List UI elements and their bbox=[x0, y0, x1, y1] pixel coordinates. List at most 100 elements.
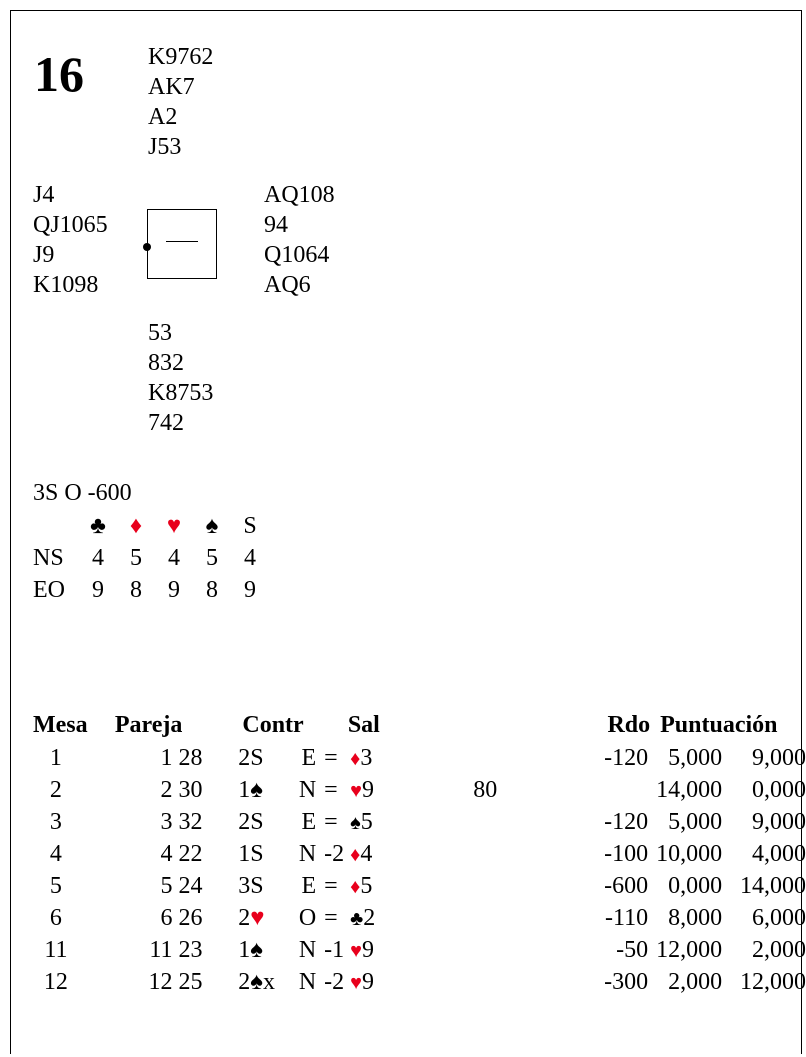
result-cell: -2 bbox=[324, 841, 345, 867]
dd-header-row: ♣ ♦ ♥ ♠ S bbox=[33, 510, 269, 542]
pair-ns-cell: 4 bbox=[160, 841, 173, 867]
rdo-ns-cell bbox=[473, 806, 541, 838]
lead-card: 4 bbox=[360, 840, 373, 867]
north-hand: K9762 AK7 A2 J53 bbox=[148, 42, 213, 162]
score-eo-cell: 4,000 bbox=[752, 841, 806, 867]
dd-row-label: NS bbox=[33, 545, 64, 571]
contract-level: 1 bbox=[238, 937, 251, 963]
lead-card: 9 bbox=[361, 936, 374, 963]
rdo-eo-cell: -300 bbox=[604, 969, 649, 995]
double-dummy-table: ♣ ♦ ♥ ♠ S NS 4 5 4 5 4 EO 9 8 9 8 9 bbox=[33, 510, 269, 606]
lead-suit: ♥ bbox=[350, 779, 362, 802]
mesa-cell: 6 bbox=[49, 905, 62, 931]
lead-suit: ♥ bbox=[350, 939, 362, 962]
spacer-cell bbox=[228, 774, 238, 806]
spacer-cell bbox=[228, 966, 238, 998]
spacer-cell bbox=[420, 966, 473, 998]
lead-cell: ♦3 bbox=[350, 742, 420, 774]
rdo-ns-cell bbox=[473, 934, 541, 966]
lead-suit: ♠ bbox=[350, 811, 361, 834]
contract-cell: 2♥ bbox=[238, 902, 284, 934]
mesa-cell: 4 bbox=[49, 841, 62, 867]
west-hand: J4 QJ1065 J9 K1098 bbox=[33, 180, 108, 300]
score-eo-cell: 6,000 bbox=[752, 905, 806, 931]
spacer-cell bbox=[228, 806, 238, 838]
table-row: 3 3 32 2S E = ♠5 -120 5,000 9,000 bbox=[33, 806, 806, 838]
spacer-cell bbox=[228, 838, 238, 870]
declarer-cell: N bbox=[298, 969, 317, 995]
col-header-pareja: Pareja bbox=[114, 712, 183, 738]
table-row: 12 12 25 2♠x N -2 ♥9 -300 2,000 12,000 bbox=[33, 966, 806, 998]
dealer-dot bbox=[143, 243, 151, 251]
score-eo-cell: 14,000 bbox=[740, 873, 806, 899]
lead-suit: ♦ bbox=[350, 843, 361, 866]
south-hearts: 832 bbox=[148, 350, 184, 376]
par-contract: 3S O -600 bbox=[33, 480, 132, 506]
contract-level: 2 bbox=[238, 969, 251, 995]
east-spades: AQ108 bbox=[264, 182, 335, 208]
spacer-cell bbox=[228, 742, 238, 774]
lead-card: 5 bbox=[360, 872, 373, 899]
rdo-eo-cell: -600 bbox=[604, 873, 649, 899]
score-ns-cell: 10,000 bbox=[656, 841, 723, 867]
score-eo-cell: 9,000 bbox=[752, 745, 806, 771]
table-row: 1 1 28 2S E = ♦3 -120 5,000 9,000 bbox=[33, 742, 806, 774]
results-header-row: Mesa Pareja Contr Sal Rdo Puntuación bbox=[33, 708, 806, 742]
lead-cell: ♥9 bbox=[350, 934, 420, 966]
dd-row-label: EO bbox=[33, 577, 65, 603]
lead-cell: ♥9 bbox=[350, 966, 420, 998]
lead-suit: ♣ bbox=[350, 907, 364, 930]
mesa-cell: 1 bbox=[49, 745, 62, 771]
score-eo-cell: 12,000 bbox=[740, 969, 806, 995]
table-row: 6 6 26 2♥ O = ♣2 -110 8,000 6,000 bbox=[33, 902, 806, 934]
spacer-cell bbox=[420, 806, 473, 838]
mesa-cell: 5 bbox=[49, 873, 62, 899]
spacer-cell bbox=[228, 870, 238, 902]
pair-ns-cell: 3 bbox=[160, 809, 173, 835]
pair-ns-cell: 12 bbox=[148, 969, 173, 995]
lead-cell: ♣2 bbox=[350, 902, 420, 934]
contract-cell: 1S bbox=[238, 838, 284, 870]
dd-cell: 5 bbox=[130, 545, 142, 571]
south-hand: 53 832 K8753 742 bbox=[148, 318, 213, 438]
pair-ns-cell: 5 bbox=[160, 873, 173, 899]
score-eo-cell: 0,000 bbox=[752, 777, 806, 803]
spacer-cell bbox=[420, 870, 473, 902]
mesa-cell: 3 bbox=[49, 809, 62, 835]
lead-card: 3 bbox=[360, 744, 373, 771]
lead-suit: ♦ bbox=[350, 747, 361, 770]
lead-suit: ♥ bbox=[350, 971, 362, 994]
club-icon: ♣ bbox=[90, 513, 106, 539]
spacer-cell bbox=[420, 902, 473, 934]
pair-eo-cell: 28 bbox=[178, 745, 203, 771]
score-ns-cell: 0,000 bbox=[668, 873, 723, 899]
spacer-cell bbox=[228, 934, 238, 966]
dd-cell: 8 bbox=[130, 577, 142, 603]
score-ns-cell: 8,000 bbox=[668, 905, 723, 931]
table-row: 4 4 22 1S N -2 ♦4 -100 10,000 4,000 bbox=[33, 838, 806, 870]
col-header-puntuacion: Puntuación bbox=[660, 712, 778, 738]
dd-cell: 4 bbox=[244, 545, 256, 571]
rdo-ns-cell bbox=[473, 902, 541, 934]
pair-ns-cell: 1 bbox=[160, 745, 173, 771]
result-cell: = bbox=[324, 905, 338, 931]
rdo-ns-cell bbox=[473, 870, 541, 902]
pair-ns-cell: 6 bbox=[160, 905, 173, 931]
declarer-cell: E bbox=[301, 809, 317, 835]
table-row: 5 5 24 3S E = ♦5 -600 0,000 14,000 bbox=[33, 870, 806, 902]
col-header-contr: Contr bbox=[242, 712, 304, 738]
rdo-ns-cell bbox=[473, 742, 541, 774]
pair-ns-cell: 2 bbox=[160, 777, 173, 803]
east-clubs: AQ6 bbox=[264, 272, 311, 298]
dd-row-eo: EO 9 8 9 8 9 bbox=[33, 574, 269, 606]
dd-cell: 9 bbox=[244, 577, 256, 603]
result-cell: = bbox=[324, 873, 338, 899]
east-hand: AQ108 94 Q1064 AQ6 bbox=[264, 180, 335, 300]
declarer-cell: N bbox=[298, 777, 317, 803]
west-spades: J4 bbox=[33, 182, 55, 208]
south-diamonds: K8753 bbox=[148, 380, 214, 406]
result-cell: -2 bbox=[324, 969, 345, 995]
pair-eo-cell: 22 bbox=[178, 841, 203, 867]
contract-cell: 3S bbox=[238, 870, 284, 902]
dd-row-ns: NS 4 5 4 5 4 bbox=[33, 542, 269, 574]
